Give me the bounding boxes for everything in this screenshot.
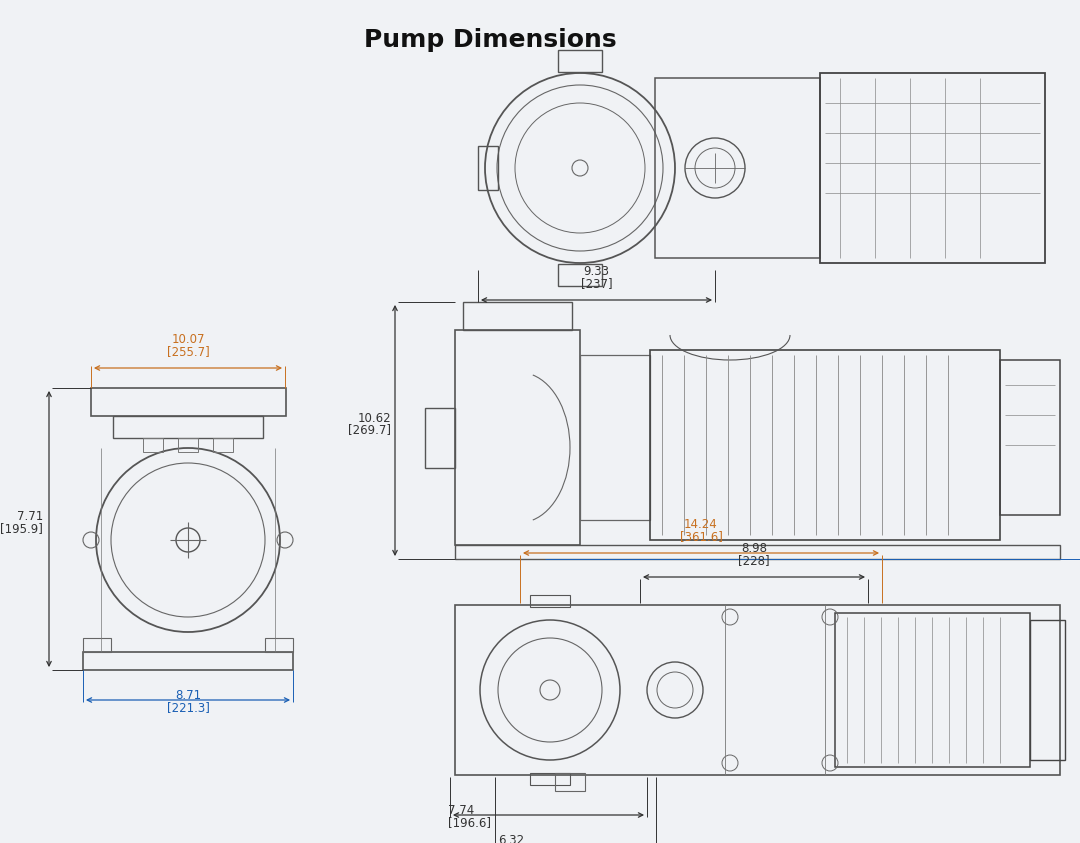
- Bar: [530, 595, 570, 607]
- Text: [361.6]: [361.6]: [679, 530, 723, 543]
- Bar: [1030, 620, 1065, 760]
- Bar: [83, 652, 293, 670]
- Text: 7.74: 7.74: [448, 804, 474, 817]
- Text: [195.9]: [195.9]: [0, 522, 43, 535]
- Bar: [820, 73, 1045, 263]
- Bar: [455, 330, 580, 545]
- Bar: [455, 605, 1059, 775]
- Bar: [654, 78, 820, 258]
- Bar: [555, 773, 585, 791]
- Text: 9.33: 9.33: [583, 265, 609, 278]
- Text: [196.6]: [196.6]: [448, 816, 491, 829]
- Text: [255.7]: [255.7]: [166, 345, 210, 358]
- Bar: [463, 302, 572, 330]
- Text: 10.07: 10.07: [172, 333, 205, 346]
- Text: Pump Dimensions: Pump Dimensions: [364, 28, 617, 52]
- Text: 14.24: 14.24: [684, 518, 718, 531]
- Bar: [113, 416, 264, 438]
- Bar: [580, 355, 650, 520]
- Bar: [478, 146, 498, 190]
- Text: 6.32: 6.32: [498, 834, 524, 843]
- Text: 8.98: 8.98: [741, 542, 767, 555]
- Text: [228]: [228]: [739, 554, 770, 567]
- Bar: [83, 638, 111, 652]
- Bar: [178, 438, 198, 452]
- Bar: [558, 264, 602, 286]
- Bar: [91, 388, 286, 416]
- Bar: [650, 350, 1000, 540]
- Text: 8.71: 8.71: [175, 689, 201, 702]
- Text: [221.3]: [221.3]: [166, 701, 210, 714]
- Text: 10.62: 10.62: [357, 411, 391, 425]
- Bar: [530, 773, 570, 785]
- Bar: [426, 407, 455, 468]
- Bar: [835, 613, 1030, 767]
- Bar: [455, 545, 1059, 559]
- Bar: [265, 638, 293, 652]
- Text: [269.7]: [269.7]: [348, 423, 391, 437]
- Bar: [213, 438, 233, 452]
- Bar: [1000, 360, 1059, 515]
- Text: [237]: [237]: [581, 277, 612, 290]
- Text: 7.71: 7.71: [17, 510, 43, 523]
- Bar: [558, 50, 602, 72]
- Bar: [143, 438, 163, 452]
